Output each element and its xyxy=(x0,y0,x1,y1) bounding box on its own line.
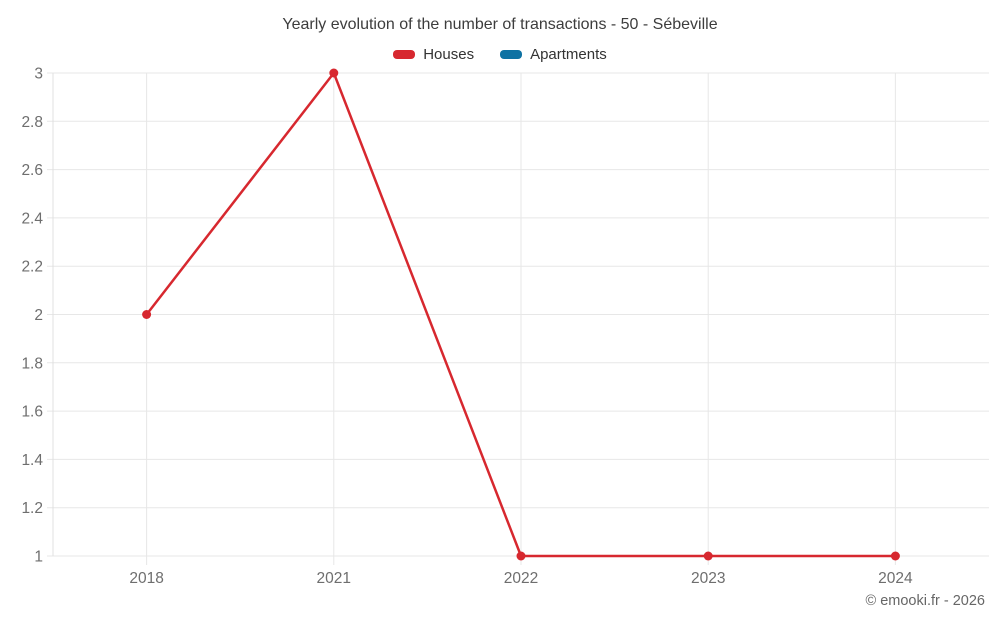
y-tick-label: 2.2 xyxy=(21,259,43,276)
y-tick-label: 2.6 xyxy=(21,162,43,179)
chart-title: Yearly evolution of the number of transa… xyxy=(282,16,718,33)
y-tick-label: 2.4 xyxy=(21,210,43,227)
copyright-credit: © emooki.fr - 2026 xyxy=(865,593,985,609)
y-tick-label: 2.8 xyxy=(21,114,43,131)
x-tick-label: 2018 xyxy=(129,570,163,587)
data-point-houses-2022[interactable] xyxy=(516,551,526,561)
x-tick-label: 2024 xyxy=(878,570,913,587)
legend-label-houses: Houses xyxy=(423,46,475,63)
y-tick-label: 1.2 xyxy=(21,500,43,517)
houses-series-swatch-icon xyxy=(393,50,416,59)
data-point-houses-2018[interactable] xyxy=(142,310,152,319)
chart-legend: Houses Apartments xyxy=(0,46,1000,63)
apartments-series-swatch-icon xyxy=(500,50,523,59)
legend-item-apartments[interactable]: Apartments xyxy=(500,46,607,63)
y-tick-label: 3 xyxy=(34,66,43,83)
y-tick-label: 1.4 xyxy=(21,452,43,469)
y-tick-label: 2 xyxy=(34,307,43,324)
y-tick-label: 1 xyxy=(34,549,43,566)
data-point-houses-2024[interactable] xyxy=(890,551,900,561)
x-tick-label: 2022 xyxy=(504,570,538,587)
data-point-houses-2023[interactable] xyxy=(703,551,713,561)
legend-label-apartments: Apartments xyxy=(530,46,607,63)
x-tick-label: 2021 xyxy=(317,570,351,587)
data-point-houses-2021[interactable] xyxy=(329,68,339,78)
y-tick-label: 1.6 xyxy=(21,404,43,421)
y-tick-label: 1.8 xyxy=(21,355,43,372)
x-tick-label: 2023 xyxy=(691,570,725,587)
legend-item-houses[interactable]: Houses xyxy=(393,46,474,63)
